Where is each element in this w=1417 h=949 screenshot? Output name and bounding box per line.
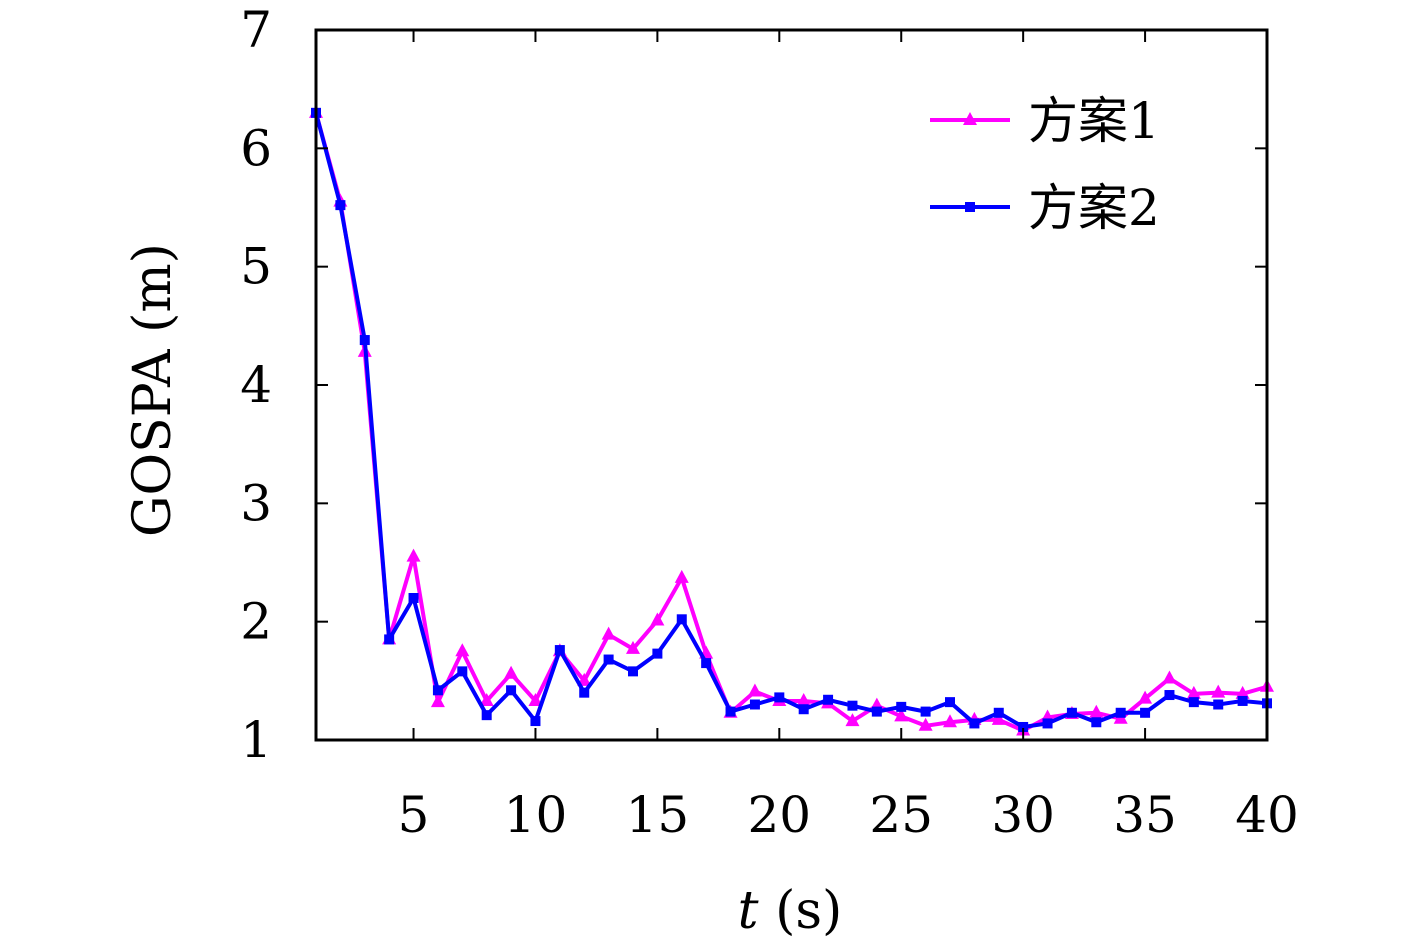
series-2-point-8 (481, 710, 492, 721)
series-2-point-28 (969, 718, 980, 729)
series-1-point-29 (991, 711, 1006, 725)
series-1-point-6 (430, 694, 445, 708)
series-2-point-23 (847, 700, 858, 711)
series-2-point-5 (408, 593, 419, 603)
x-tick-label-15: 15 (626, 786, 690, 844)
series-2-line (314, 112, 1268, 729)
series-1-point-8 (479, 692, 494, 706)
series-1-point-27 (943, 714, 957, 728)
series-1-point-39 (1235, 685, 1250, 699)
series-1-point-16 (674, 569, 689, 583)
y-tick-label-1: 1 (240, 711, 272, 769)
series-2-point-26 (920, 706, 931, 717)
series-1-point-14 (626, 640, 640, 654)
series-1-point-19 (747, 683, 762, 697)
legend-label-series-1: 方案1 (1028, 92, 1160, 150)
series-1-point-10 (528, 692, 543, 706)
x-tick-label-20: 20 (747, 786, 811, 844)
series-2-point-39 (1237, 695, 1248, 706)
series-1-point-15 (650, 612, 665, 626)
series-2-point-12 (579, 687, 590, 698)
series-1-point-38 (1211, 684, 1226, 698)
series-2-point-9 (506, 685, 517, 696)
x-tick-label-10: 10 (504, 786, 568, 844)
series-2-point-6 (432, 685, 443, 696)
series-2-point-34 (1115, 707, 1126, 718)
y-tick-label-5: 5 (240, 238, 272, 296)
y-axis-title: GOSPA (m) (123, 243, 183, 537)
x-tick-label-30: 30 (991, 786, 1055, 844)
series-2-point-36 (1164, 690, 1175, 701)
series-1-point-25 (894, 708, 909, 722)
series-2-point-24 (871, 706, 882, 717)
series-2-point-17 (701, 658, 712, 669)
x-tick-label-25: 25 (869, 786, 933, 844)
x-tick-label-40: 40 (1235, 786, 1299, 844)
legend-marker-series-1 (963, 112, 977, 125)
series-2-point-7 (457, 666, 468, 677)
ticks-layer: 5 10 15 20 25 30 35 40 1 2 3 4 5 6 7 (240, 1, 1299, 844)
y-tick-label-3: 3 (240, 474, 272, 532)
series-2-point-25 (896, 701, 907, 712)
series-2-point-10 (530, 716, 541, 727)
legend-marker-series-2 (965, 202, 975, 212)
plot-layer (309, 104, 1274, 736)
series-1-point-9 (504, 665, 519, 679)
series-1-point-7 (455, 643, 470, 657)
series-2-point-3 (359, 335, 370, 346)
series-2-point-27 (945, 697, 955, 708)
series-2-point-38 (1213, 699, 1224, 710)
x-axis-title-variable: t (738, 881, 759, 941)
series-1-point-36 (1162, 670, 1177, 684)
series-2-point-35 (1140, 707, 1151, 718)
series-2-point-30 (1018, 721, 1029, 732)
y-tick-label-2: 2 (240, 593, 272, 651)
x-axis-title-unit: (s) (759, 881, 843, 941)
series-1-point-35 (1138, 690, 1153, 704)
series-2-point-21 (798, 704, 809, 715)
series-1-point-23 (845, 713, 860, 727)
series-2-point-11 (554, 645, 565, 656)
series-2-point-33 (1091, 717, 1102, 728)
y-tick-label-4: 4 (240, 356, 272, 414)
legend: 方案1 方案2 (930, 92, 1160, 237)
series-2-point-29 (993, 707, 1004, 718)
series-2-point-2 (335, 200, 346, 211)
y-tick-label-7: 7 (240, 1, 272, 59)
legend-label-series-2: 方案2 (1028, 179, 1160, 237)
series-2-point-31 (1042, 718, 1053, 729)
series-2-point-32 (1066, 707, 1077, 718)
series-1-point-33 (1089, 704, 1104, 718)
series-2-point-15 (652, 648, 663, 659)
x-tick-label-35: 35 (1113, 786, 1177, 844)
series-2-point-18 (725, 706, 736, 717)
series-1-point-37 (1186, 685, 1201, 699)
series-2-point-37 (1188, 697, 1199, 708)
series-2-point-14 (628, 666, 638, 677)
x-axis-title: t (s) (738, 881, 843, 941)
y-tick-label-6: 6 (240, 119, 272, 177)
series-2-point-16 (676, 614, 687, 625)
series-1-point-26 (918, 717, 933, 731)
series-2-point-13 (603, 654, 614, 665)
x-tick-label-5: 5 (398, 786, 430, 844)
series-2-point-4 (384, 634, 395, 645)
series-2-point-20 (774, 692, 785, 703)
series-1-point-5 (406, 548, 421, 562)
series-1-point-21 (796, 692, 811, 706)
series-1-point-13 (601, 626, 616, 640)
series-2-point-22 (823, 694, 834, 705)
series-2-point-19 (749, 699, 760, 710)
